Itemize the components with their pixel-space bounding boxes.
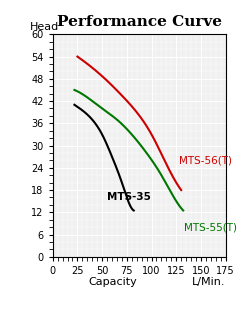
Text: MTS-56(T): MTS-56(T) [179,156,232,165]
Title: Performance Curve: Performance Curve [57,15,222,29]
Text: MTS-55(T): MTS-55(T) [184,222,237,232]
Text: MTS-35: MTS-35 [107,193,151,203]
Text: Capacity: Capacity [89,277,138,287]
Text: L/Min.: L/Min. [192,277,226,287]
Text: Head: Head [30,22,60,32]
